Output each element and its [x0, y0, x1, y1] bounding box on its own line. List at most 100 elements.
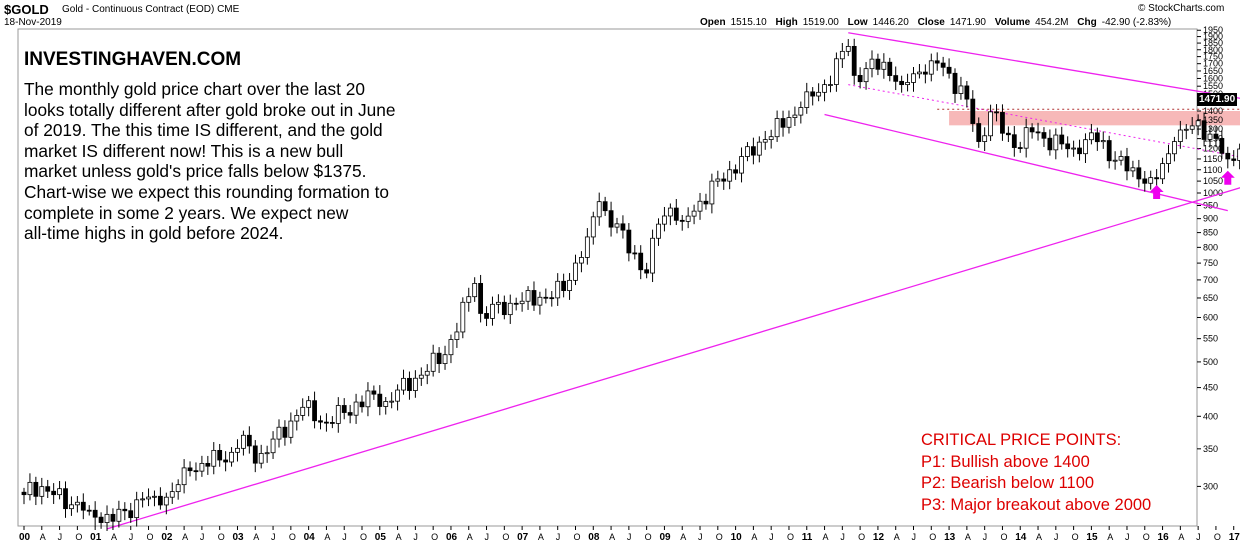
- y-tick-label: 750: [1203, 258, 1218, 268]
- candle: [1160, 163, 1165, 180]
- x-tick-label: O: [75, 532, 82, 542]
- x-tick-label: J: [485, 532, 490, 542]
- y-tick-label: 650: [1203, 293, 1218, 303]
- candle: [294, 415, 300, 422]
- candle: [1029, 127, 1035, 133]
- candle: [1083, 139, 1088, 155]
- y-tick-label: 1250: [1203, 134, 1223, 144]
- y-tick-label: 1600: [1203, 73, 1223, 83]
- candle: [282, 426, 288, 438]
- candle: [911, 73, 916, 83]
- x-tick-label: A: [1107, 532, 1113, 542]
- x-tick-label: O: [289, 532, 296, 542]
- x-tick-label: O: [1000, 532, 1007, 542]
- candle: [1219, 138, 1225, 154]
- candle: [383, 401, 389, 407]
- candle: [1047, 137, 1053, 151]
- change-label: Chg: [1077, 17, 1097, 28]
- candle: [863, 68, 869, 83]
- candle: [537, 296, 543, 306]
- candle: [792, 114, 798, 118]
- x-tick-label: A: [538, 532, 544, 542]
- candle: [1059, 134, 1065, 145]
- chart-description: Gold - Continuous Contract (EOD) CME: [62, 4, 239, 15]
- x-tick-label: J: [1054, 532, 1059, 542]
- critical-point: P3: Major breakout above 2000: [921, 495, 1152, 514]
- candle: [86, 509, 92, 512]
- candle: [869, 58, 875, 70]
- candle: [110, 513, 116, 522]
- x-tick-label: 15: [1086, 532, 1098, 543]
- open-value: 1515.10: [730, 17, 767, 28]
- candle: [169, 491, 175, 498]
- candle: [822, 84, 827, 93]
- candle: [780, 118, 786, 128]
- x-tick-label: A: [40, 532, 46, 542]
- x-tick-label: O: [360, 532, 367, 542]
- candle: [673, 207, 679, 221]
- y-tick-label: 950: [1203, 200, 1218, 210]
- candle: [276, 426, 282, 440]
- candle: [590, 216, 596, 238]
- candle: [1148, 177, 1154, 184]
- x-tick-label: J: [698, 532, 703, 542]
- candle: [264, 452, 270, 455]
- x-tick-label: J: [983, 532, 988, 542]
- candle: [1017, 147, 1023, 149]
- candle: [715, 178, 721, 182]
- x-tick-label: 05: [375, 532, 387, 543]
- candle: [596, 201, 602, 218]
- candle: [662, 215, 667, 225]
- candle: [614, 223, 620, 228]
- candle: [1118, 156, 1124, 161]
- overlay-line: market IS different now! This is a new b…: [24, 140, 344, 161]
- candle: [899, 80, 905, 86]
- candle: [1124, 156, 1130, 172]
- y-tick-label: 1300: [1203, 124, 1223, 134]
- plot-frame: [17, 28, 1198, 527]
- candle: [816, 91, 822, 97]
- candle: [365, 390, 371, 408]
- candle: [163, 496, 169, 506]
- high-value: 1519.00: [802, 17, 839, 28]
- x-tick-label: A: [182, 532, 188, 542]
- x-tick-label: A: [823, 532, 829, 542]
- critical-point: P2: Bearish below 1100: [921, 474, 1095, 492]
- candle: [667, 207, 673, 217]
- high-label: High: [775, 17, 798, 28]
- candle: [152, 495, 157, 498]
- brand-label[interactable]: © StockCharts.com: [1138, 3, 1225, 14]
- candle: [92, 509, 98, 518]
- candle: [934, 60, 940, 64]
- candle: [252, 445, 258, 464]
- x-tick-label: 09: [659, 532, 671, 543]
- x-tick-label: J: [342, 532, 347, 542]
- candle: [389, 400, 395, 403]
- candle: [57, 488, 62, 496]
- candle: [51, 490, 57, 496]
- candle: [335, 405, 341, 424]
- candle: [721, 178, 727, 182]
- y-tick-label: 1000: [1203, 188, 1223, 198]
- candle: [1041, 132, 1047, 139]
- candle: [857, 75, 863, 83]
- candle: [922, 71, 928, 75]
- candle: [454, 331, 460, 340]
- candle: [703, 200, 709, 205]
- candle: [21, 491, 27, 496]
- candle: [430, 352, 436, 372]
- critical-title: CRITICAL PRICE POINTS:: [921, 431, 1122, 449]
- x-tick-label: 01: [90, 532, 102, 543]
- candle: [994, 111, 999, 114]
- candle: [1089, 132, 1094, 141]
- candle: [739, 156, 744, 174]
- x-tick-label: O: [147, 532, 154, 542]
- chart-date: 18-Nov-2019: [4, 17, 62, 28]
- candle: [970, 98, 976, 124]
- candle: [466, 296, 472, 303]
- candle: [1071, 147, 1077, 150]
- overlay-line: Chart-wise we expect this rounding forma…: [24, 181, 389, 202]
- candle: [750, 146, 756, 156]
- x-tick-label: A: [467, 532, 473, 542]
- y-tick-label: 600: [1203, 312, 1218, 322]
